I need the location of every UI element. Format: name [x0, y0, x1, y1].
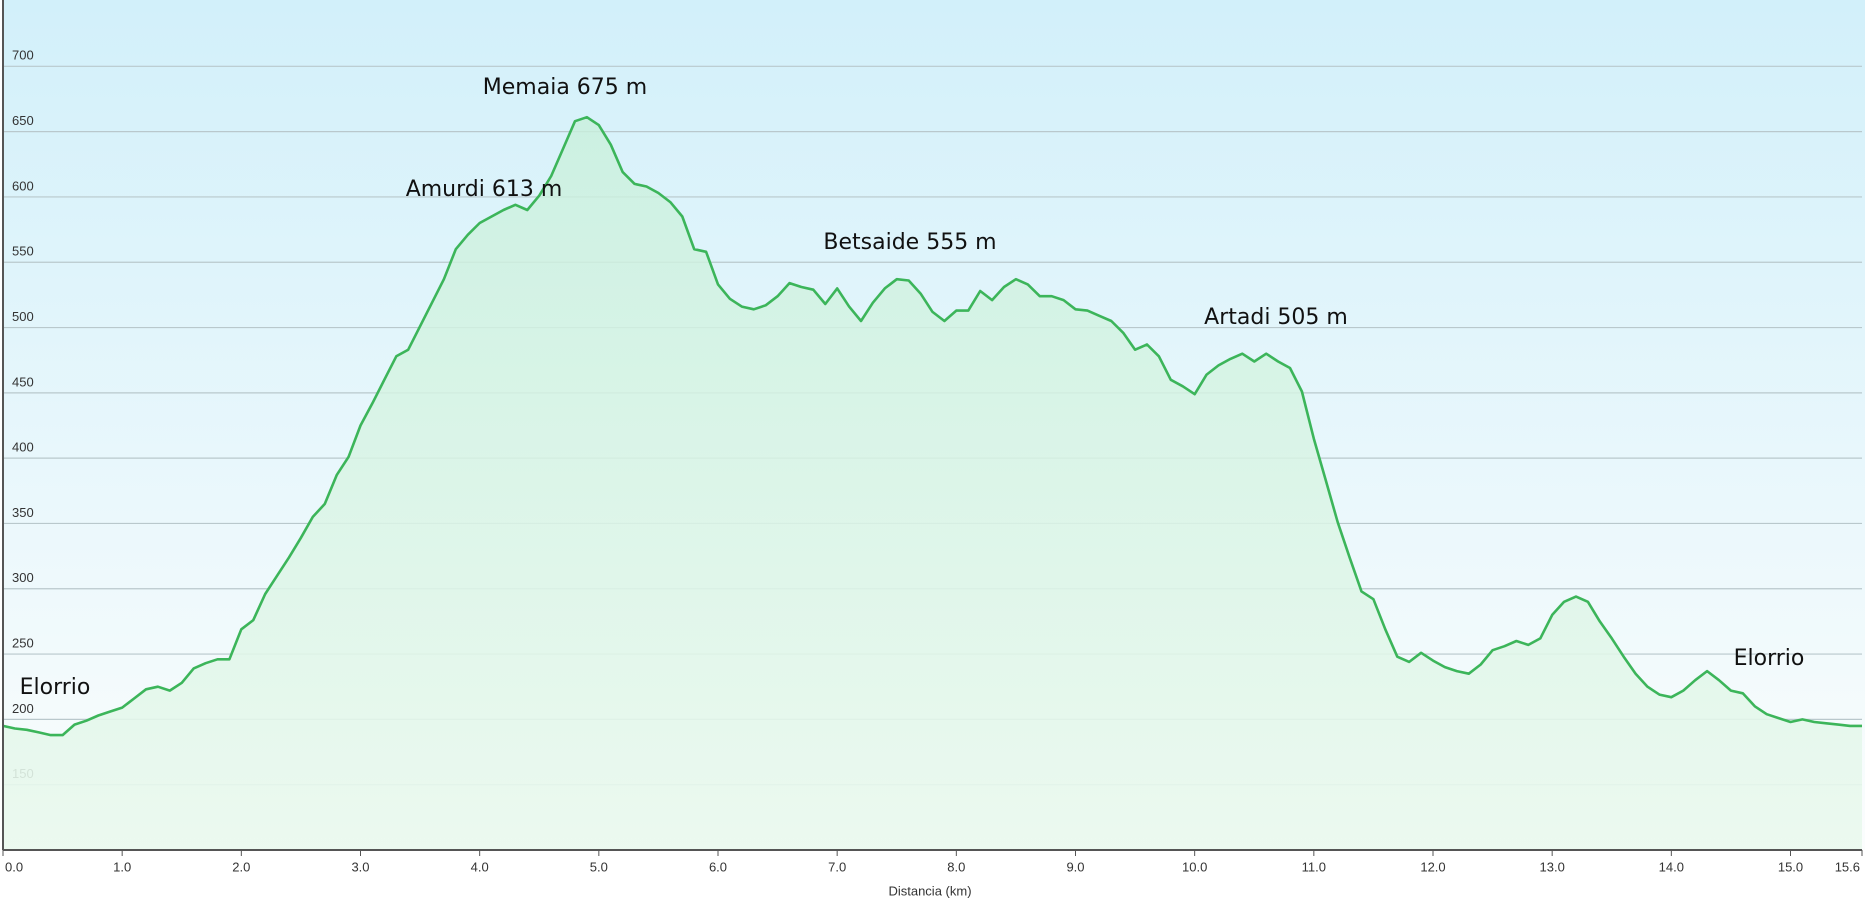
- annotation: Artadi 505 m: [1204, 305, 1348, 330]
- x-tick-label: 5.0: [590, 859, 608, 874]
- x-tick-label: 10.0: [1182, 859, 1207, 874]
- x-tick-label: 6.0: [709, 859, 727, 874]
- y-tick-label: 550: [12, 244, 34, 259]
- x-tick-label: 3.0: [351, 859, 369, 874]
- annotation: Elorrio: [20, 675, 91, 700]
- y-tick-label: 350: [12, 505, 34, 520]
- y-tick-label: 400: [12, 440, 34, 455]
- x-tick-label: 11.0: [1302, 859, 1326, 874]
- x-tick-label: 12.0: [1420, 859, 1445, 874]
- y-tick-label: 500: [12, 309, 34, 324]
- x-tick-label: 2.0: [232, 859, 250, 874]
- x-tick-label: 13.0: [1540, 859, 1565, 874]
- x-tick-label: 15.6: [1835, 859, 1860, 874]
- x-axis-title: Distancia (km): [888, 883, 971, 898]
- x-tick-label: 4.0: [471, 859, 489, 874]
- annotation: Elorrio: [1734, 646, 1805, 671]
- annotation: Betsaide 555 m: [823, 230, 996, 255]
- annotation: Amurdi 613 m: [406, 177, 563, 202]
- y-tick-label: 600: [12, 178, 34, 193]
- y-tick-label: 300: [12, 570, 34, 585]
- x-tick-label: 8.0: [947, 859, 965, 874]
- area-fill: [3, 117, 1862, 850]
- y-tick-label: 450: [12, 374, 34, 389]
- x-tick-label: 1.0: [113, 859, 131, 874]
- y-tick-label: 700: [12, 48, 34, 63]
- y-tick-label: 650: [12, 113, 34, 128]
- x-tick-label: 7.0: [828, 859, 846, 874]
- x-tick-label: 15.0: [1778, 859, 1803, 874]
- annotation: Memaia 675 m: [483, 75, 647, 100]
- y-tick-label: 200: [12, 701, 34, 716]
- x-tick-label: 9.0: [1066, 859, 1084, 874]
- y-tick-label: 250: [12, 636, 34, 651]
- x-tick-label: 0.0: [5, 859, 23, 874]
- x-tick-label: 14.0: [1659, 859, 1684, 874]
- elevation-line: [2, 115, 1862, 737]
